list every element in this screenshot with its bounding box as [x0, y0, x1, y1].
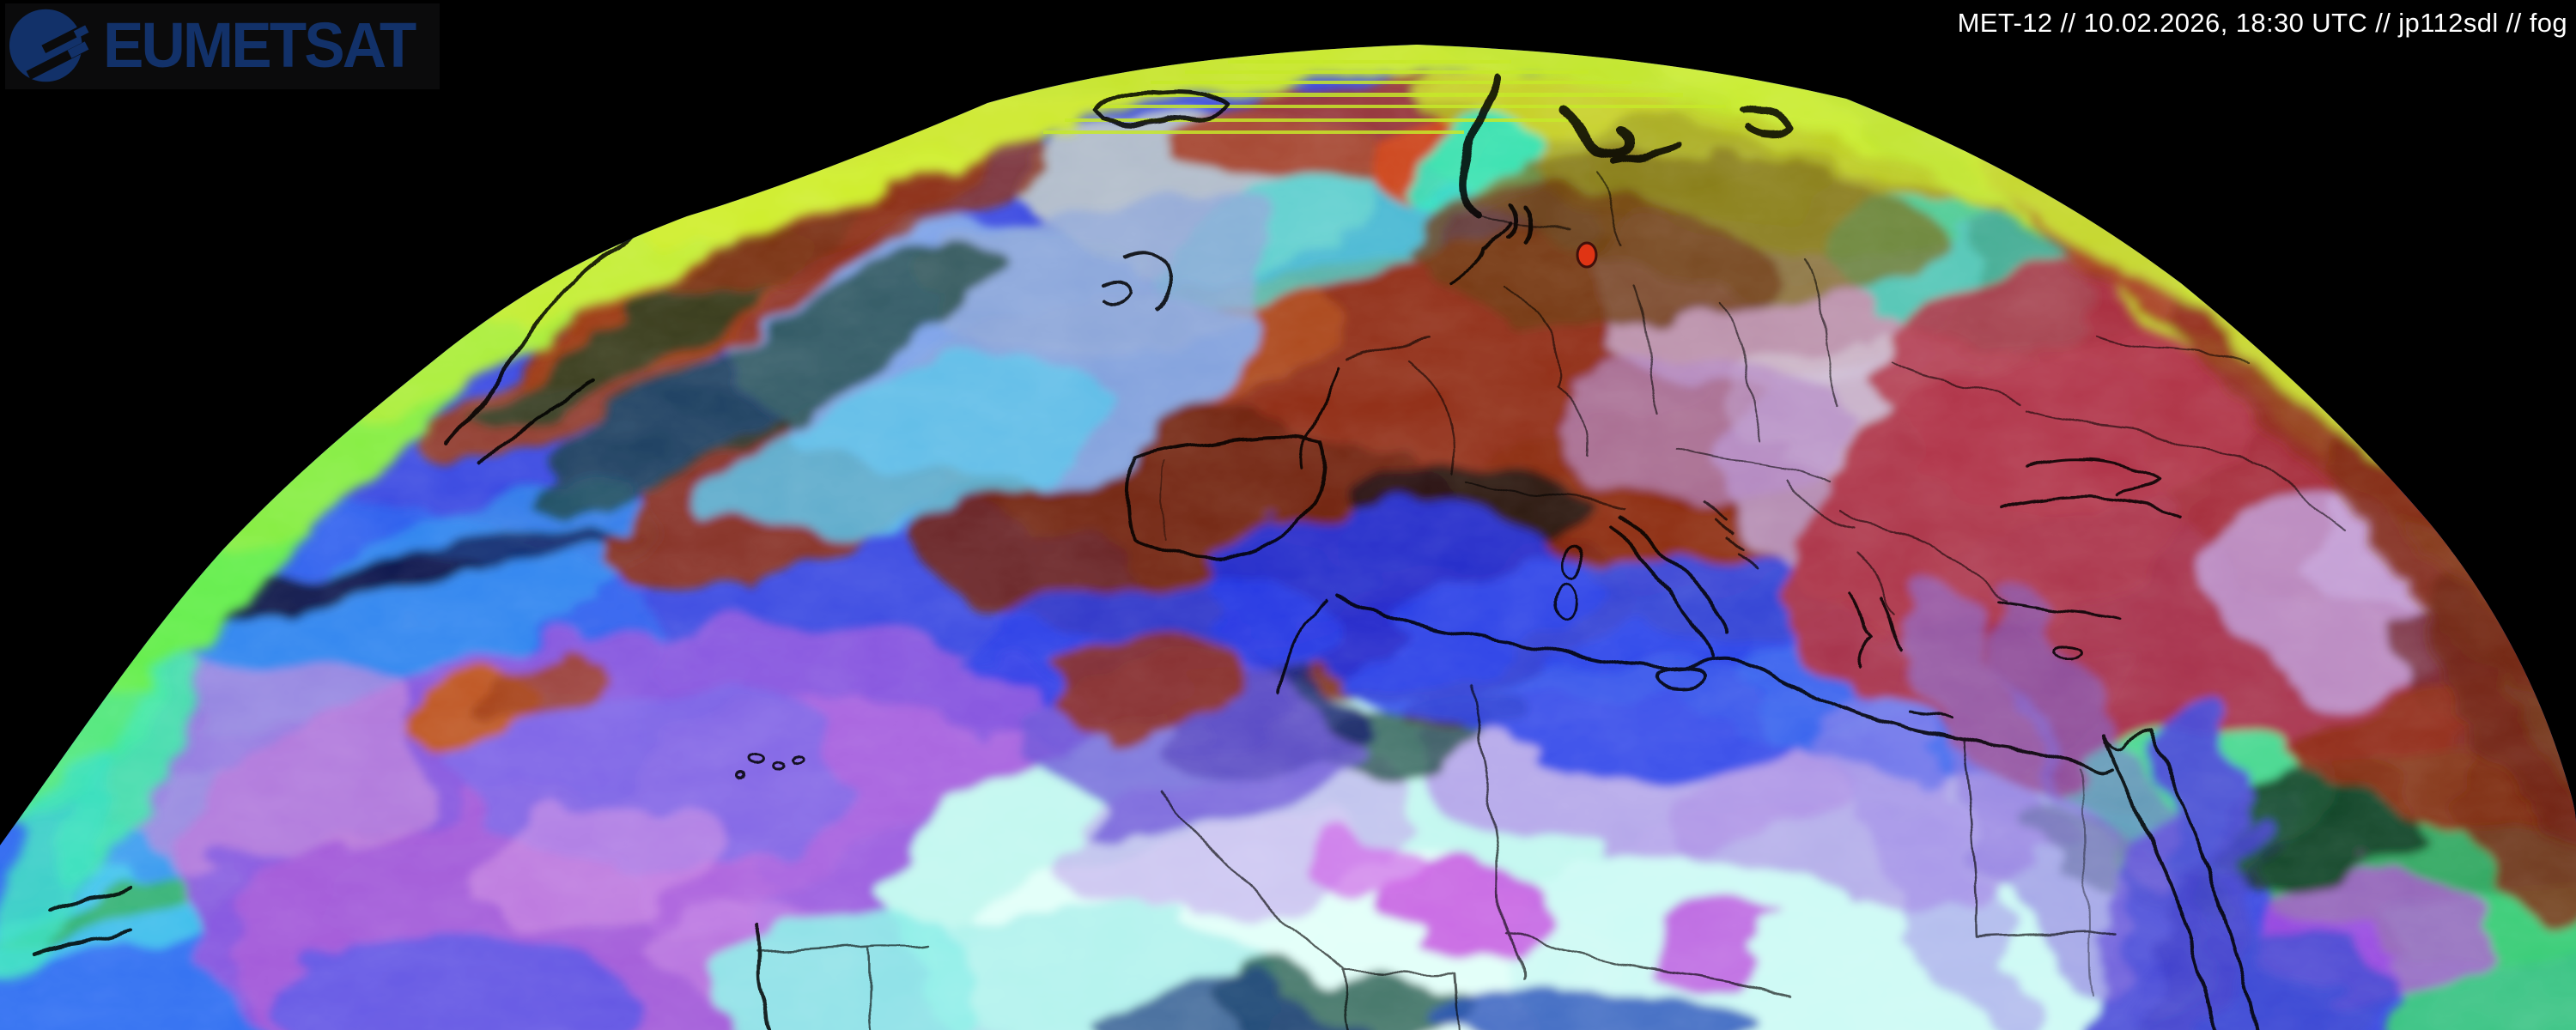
location-marker-dot — [1576, 241, 1598, 269]
eumetsat-logo-icon — [9, 9, 89, 82]
country-borders — [756, 463, 2116, 1030]
image-info-text: MET-12 // 10.02.2026, 18:30 UTC // jp112… — [1957, 8, 2567, 38]
coastline-overlay — [33, 75, 2464, 1030]
eumetsat-logo-wordmark: EUMETSAT — [103, 9, 416, 81]
baltic-thick-coast — [1459, 75, 1794, 221]
eumetsat-logo: EUMETSAT — [5, 3, 440, 89]
europe-border-network — [1406, 170, 2346, 615]
